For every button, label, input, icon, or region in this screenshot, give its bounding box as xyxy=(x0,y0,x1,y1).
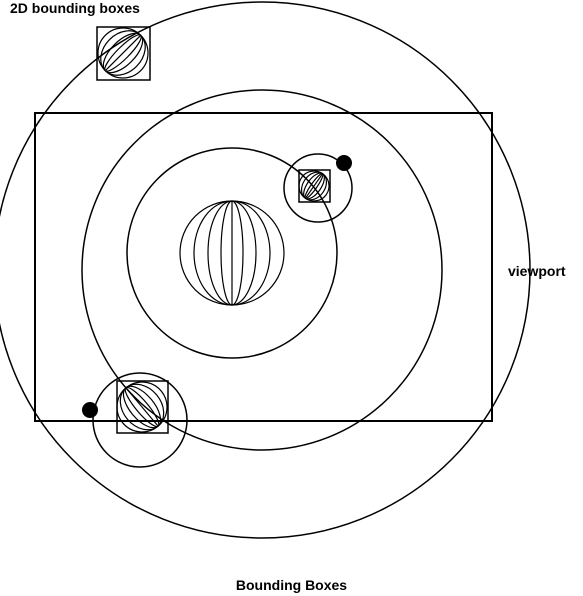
middle-orbit xyxy=(82,90,442,450)
outer-orbit xyxy=(0,2,530,538)
sphere-top xyxy=(88,18,159,89)
viewport-label: viewport xyxy=(508,263,566,279)
inner-orbit xyxy=(127,148,337,358)
bounding-box-top xyxy=(97,27,150,80)
sphere-bottom-left xyxy=(107,372,177,442)
diagram-title: 2D bounding boxes xyxy=(10,0,140,16)
central-sphere xyxy=(180,201,284,305)
moon-orbit-right xyxy=(284,154,352,222)
viewport-rect xyxy=(35,113,492,421)
moon-bottom-left xyxy=(82,402,98,418)
figure-caption: Bounding Boxes xyxy=(235,577,348,593)
moon-right xyxy=(336,155,352,171)
sphere-right xyxy=(293,165,335,207)
